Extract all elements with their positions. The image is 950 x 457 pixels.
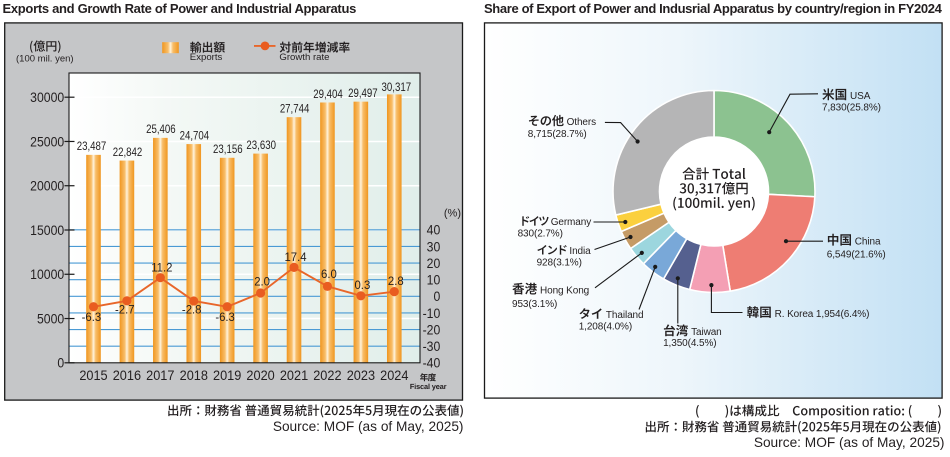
- svg-text:10: 10: [427, 272, 441, 288]
- svg-text:0.3: 0.3: [355, 279, 371, 292]
- svg-text:928(3.1%): 928(3.1%): [537, 257, 582, 268]
- svg-text:-40: -40: [423, 355, 441, 371]
- svg-text:Exports and Growth Rate of Pow: Exports and Growth Rate of Power and Ind…: [3, 1, 357, 16]
- svg-text:R. Korea 1,954(6.4%): R. Korea 1,954(6.4%): [775, 309, 870, 320]
- svg-text:0: 0: [433, 289, 440, 305]
- svg-text:10000: 10000: [30, 267, 64, 283]
- svg-text:2.0: 2.0: [254, 275, 270, 288]
- svg-text:8,715(28.7%): 8,715(28.7%): [528, 129, 587, 140]
- svg-text:25,406: 25,406: [146, 123, 176, 136]
- svg-text:23,487: 23,487: [77, 140, 107, 153]
- svg-text:Thailand: Thailand: [606, 310, 644, 321]
- svg-text:7,830(25.8%): 7,830(25.8%): [822, 102, 881, 113]
- svg-text:-30: -30: [423, 338, 441, 354]
- svg-text:-10: -10: [423, 305, 441, 321]
- svg-text:China: China: [855, 237, 881, 248]
- svg-text:Germany: Germany: [551, 217, 592, 228]
- svg-text:2020: 2020: [246, 367, 274, 383]
- svg-text:-2.8: -2.8: [182, 303, 202, 316]
- svg-text:27,744: 27,744: [280, 102, 310, 115]
- svg-text:15000: 15000: [30, 222, 64, 238]
- svg-text:(100 mil. yen): (100 mil. yen): [16, 53, 74, 64]
- svg-text:2017: 2017: [146, 367, 174, 383]
- svg-text:Growth rate: Growth rate: [279, 52, 329, 63]
- svg-text:USA: USA: [850, 91, 871, 102]
- svg-text:-20: -20: [423, 322, 441, 338]
- svg-text:2024: 2024: [380, 367, 408, 383]
- svg-text:40: 40: [427, 222, 441, 238]
- svg-text:23,630: 23,630: [246, 139, 276, 152]
- svg-text:20000: 20000: [30, 178, 64, 194]
- svg-text:20: 20: [427, 255, 441, 271]
- svg-text:0: 0: [57, 355, 64, 371]
- svg-text:Source: MOF (as of May, 2025): Source: MOF (as of May, 2025): [273, 419, 464, 434]
- svg-text:2015: 2015: [79, 367, 107, 383]
- svg-text:25000: 25000: [30, 134, 64, 150]
- svg-text:Hong Kong: Hong Kong: [540, 285, 589, 296]
- svg-text:22,842: 22,842: [113, 146, 143, 159]
- svg-text:1,208(4.0%): 1,208(4.0%): [579, 322, 632, 333]
- svg-text:-2.7: -2.7: [115, 303, 135, 316]
- svg-text:2016: 2016: [113, 367, 141, 383]
- svg-text:(%): (%): [444, 208, 461, 220]
- svg-text:30: 30: [427, 239, 441, 255]
- svg-text:29,497: 29,497: [348, 87, 378, 100]
- svg-text:Others: Others: [567, 117, 597, 128]
- svg-text:Taiwan: Taiwan: [691, 327, 722, 338]
- svg-text:30000: 30000: [30, 89, 64, 105]
- svg-text:Source: MOF (as of May, 2025): Source: MOF (as of May, 2025): [754, 435, 945, 450]
- svg-text:11.2: 11.2: [151, 261, 172, 274]
- svg-text:23,156: 23,156: [213, 143, 243, 156]
- svg-text:2.8: 2.8: [388, 275, 404, 288]
- svg-text:24,704: 24,704: [180, 129, 210, 142]
- svg-text:17.4: 17.4: [284, 251, 306, 264]
- svg-text:India: India: [569, 246, 591, 257]
- svg-text:2019: 2019: [213, 367, 241, 383]
- svg-text:953(3.1%): 953(3.1%): [512, 299, 557, 310]
- svg-text:2023: 2023: [347, 367, 375, 383]
- svg-text:30,317: 30,317: [382, 81, 412, 94]
- svg-text:-6.3: -6.3: [215, 311, 235, 324]
- svg-text:Exports: Exports: [190, 52, 223, 63]
- svg-text:830(2.7%): 830(2.7%): [518, 229, 563, 240]
- svg-text:2021: 2021: [280, 367, 308, 383]
- svg-text:-6.3: -6.3: [82, 311, 102, 324]
- svg-text:1,350(4.5%): 1,350(4.5%): [663, 338, 716, 349]
- svg-text:6.0: 6.0: [321, 268, 337, 281]
- svg-text:2022: 2022: [313, 367, 341, 383]
- svg-text:5000: 5000: [37, 311, 64, 327]
- svg-text:6,549(21.6%): 6,549(21.6%): [827, 249, 886, 260]
- svg-text:Share of Export of Power and I: Share of Export of Power and Indusrial A…: [484, 1, 943, 16]
- svg-text:2018: 2018: [180, 367, 208, 383]
- svg-text:29,404: 29,404: [313, 88, 343, 101]
